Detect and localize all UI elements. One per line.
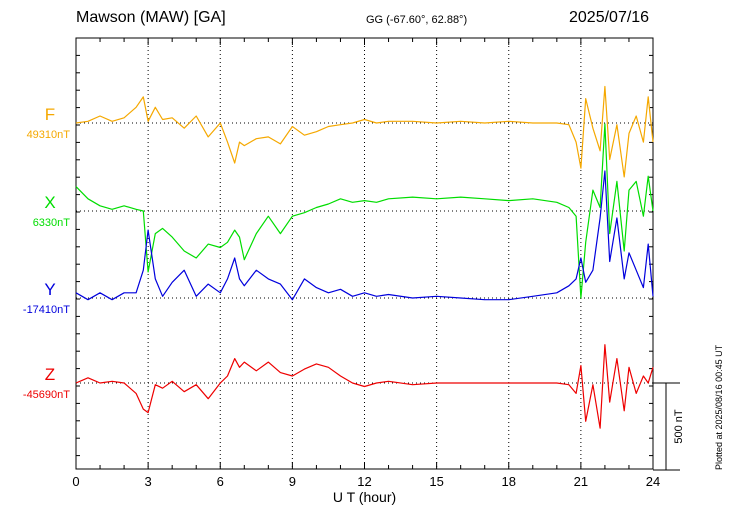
x-tick-label: 3 <box>145 474 152 489</box>
labels: 0 3 6 9 12 15 18 21 24 U T (hour) F 49310nT X 6330nT Y… <box>23 105 660 505</box>
x-tick-label: 9 <box>289 474 296 489</box>
scale-bar-label: 500 nT <box>673 409 685 444</box>
plot-date: 2025/07/16 <box>569 9 650 26</box>
grid <box>76 38 653 469</box>
x-tick-label: 18 <box>502 474 516 489</box>
series-line-x <box>75 123 654 299</box>
tick-marks <box>75 37 654 469</box>
series-line-y <box>75 170 654 301</box>
series-lines <box>75 85 654 429</box>
series-name-y: Y <box>44 280 55 299</box>
x-axis-label: U T (hour) <box>333 489 396 505</box>
series-baseline-y: -17410nT <box>23 304 70 316</box>
series-baseline-z: -45690nT <box>23 389 70 401</box>
x-tick-label: 6 <box>217 474 224 489</box>
x-tick-label: 21 <box>574 474 588 489</box>
x-tick-label: 15 <box>429 474 443 489</box>
x-tick-label: 0 <box>72 474 79 489</box>
series-name-x: X <box>44 193 55 212</box>
series-baseline-f: 49310nT <box>27 129 71 141</box>
series-line-f <box>75 85 654 178</box>
x-tick-label: 12 <box>357 474 371 489</box>
geographic-coords: GG (-67.60°, 62.88°) <box>366 14 468 26</box>
series-baseline-x: 6330nT <box>33 217 71 229</box>
series-name-z: Z <box>45 365 55 384</box>
series-line-z <box>75 344 654 429</box>
series-name-f: F <box>45 105 55 124</box>
x-tick-label: 24 <box>646 474 660 489</box>
station-name: Mawson (MAW) [GA] <box>76 9 226 26</box>
plotted-timestamp: Plotted at 2025/08/16 00:45 UT <box>714 344 724 470</box>
scale-bar: 500 nT <box>653 382 685 471</box>
